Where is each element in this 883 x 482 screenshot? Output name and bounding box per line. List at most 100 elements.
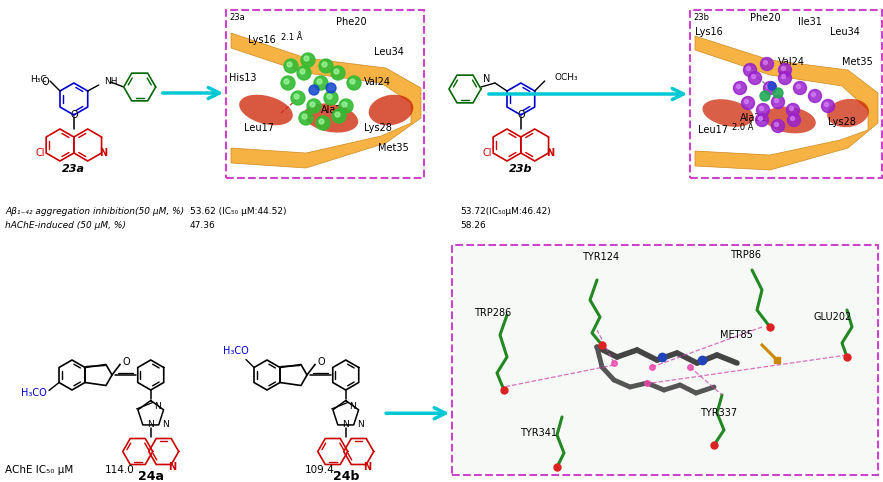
- Circle shape: [821, 99, 834, 112]
- Circle shape: [326, 83, 336, 93]
- Circle shape: [734, 81, 746, 94]
- Circle shape: [736, 84, 741, 89]
- Text: 23b: 23b: [693, 13, 709, 22]
- Circle shape: [794, 81, 806, 94]
- Text: Met35: Met35: [378, 143, 409, 153]
- Circle shape: [299, 111, 313, 125]
- Text: Phe20: Phe20: [750, 13, 781, 23]
- Text: N: N: [154, 402, 161, 411]
- Circle shape: [331, 66, 345, 80]
- Circle shape: [772, 120, 784, 133]
- Text: TRP286: TRP286: [474, 308, 511, 318]
- Ellipse shape: [764, 107, 816, 134]
- Text: N: N: [162, 420, 169, 429]
- Circle shape: [779, 71, 791, 84]
- Circle shape: [759, 107, 764, 110]
- Text: N: N: [100, 148, 108, 158]
- Text: 53.62 (IC₅₀ μM:44.52): 53.62 (IC₅₀ μM:44.52): [190, 207, 286, 216]
- Text: Ala21: Ala21: [321, 105, 349, 115]
- Circle shape: [760, 57, 774, 70]
- Circle shape: [347, 76, 361, 90]
- Text: 109.4: 109.4: [305, 465, 335, 475]
- Text: O: O: [42, 77, 49, 87]
- Circle shape: [746, 67, 751, 70]
- Ellipse shape: [239, 95, 293, 125]
- Circle shape: [789, 107, 794, 110]
- Text: GLU202: GLU202: [814, 312, 852, 322]
- Circle shape: [350, 79, 355, 84]
- Text: Leu34: Leu34: [830, 27, 860, 37]
- Circle shape: [760, 91, 770, 101]
- Text: 24a: 24a: [138, 470, 163, 482]
- Text: 23b: 23b: [509, 164, 532, 174]
- Polygon shape: [695, 36, 878, 170]
- Circle shape: [772, 95, 784, 108]
- Text: OCH₃: OCH₃: [555, 73, 578, 82]
- FancyBboxPatch shape: [226, 10, 424, 178]
- Text: N: N: [342, 420, 349, 429]
- Circle shape: [766, 84, 771, 89]
- Circle shape: [744, 99, 749, 104]
- Circle shape: [757, 104, 769, 117]
- Circle shape: [332, 109, 346, 123]
- Text: Phe20: Phe20: [336, 17, 366, 27]
- Polygon shape: [231, 33, 421, 168]
- Circle shape: [342, 102, 347, 107]
- Ellipse shape: [369, 95, 413, 125]
- Ellipse shape: [304, 104, 358, 133]
- Text: Val24: Val24: [778, 57, 805, 67]
- FancyBboxPatch shape: [690, 10, 882, 178]
- Text: H₃CO: H₃CO: [21, 388, 47, 398]
- Text: TYR337: TYR337: [700, 408, 737, 418]
- Text: N: N: [147, 420, 154, 429]
- Text: NH: NH: [103, 77, 117, 85]
- Circle shape: [281, 76, 295, 90]
- Text: 23a: 23a: [229, 13, 245, 22]
- Circle shape: [284, 79, 289, 84]
- Ellipse shape: [827, 99, 869, 127]
- Circle shape: [291, 91, 305, 105]
- Circle shape: [788, 113, 801, 126]
- Circle shape: [764, 81, 776, 94]
- Circle shape: [774, 98, 779, 103]
- Circle shape: [809, 90, 821, 103]
- Text: Ile31: Ile31: [798, 17, 822, 27]
- Circle shape: [774, 122, 779, 126]
- Circle shape: [294, 94, 299, 99]
- Text: 114.0: 114.0: [105, 465, 135, 475]
- Text: O: O: [70, 110, 78, 120]
- Text: N: N: [168, 463, 177, 472]
- Circle shape: [317, 79, 322, 84]
- Text: MET85: MET85: [720, 330, 753, 340]
- Circle shape: [287, 62, 292, 67]
- Circle shape: [300, 69, 305, 74]
- Text: Aβ₁₋₄₂ aggregation inhibition(50 μM, %): Aβ₁₋₄₂ aggregation inhibition(50 μM, %): [5, 207, 185, 216]
- Circle shape: [302, 114, 307, 119]
- Circle shape: [314, 76, 328, 90]
- Text: Leu34: Leu34: [374, 47, 404, 57]
- Circle shape: [742, 96, 754, 109]
- Circle shape: [768, 82, 776, 90]
- Text: Lys28: Lys28: [828, 117, 856, 127]
- Circle shape: [787, 104, 799, 117]
- Circle shape: [758, 117, 763, 120]
- Text: H₃C: H₃C: [30, 75, 46, 83]
- Circle shape: [301, 53, 315, 67]
- Circle shape: [743, 64, 757, 77]
- Circle shape: [307, 99, 321, 113]
- Circle shape: [764, 61, 767, 65]
- Circle shape: [779, 64, 791, 77]
- Text: Ala21: Ala21: [740, 113, 767, 123]
- Text: Lys28: Lys28: [364, 123, 392, 133]
- Text: TYR124: TYR124: [582, 252, 619, 262]
- Circle shape: [316, 116, 330, 130]
- Text: 23a: 23a: [63, 164, 86, 174]
- Circle shape: [327, 94, 332, 99]
- Circle shape: [319, 119, 324, 124]
- Text: H₃CO: H₃CO: [223, 347, 249, 357]
- Text: Leu17: Leu17: [698, 125, 728, 135]
- Text: Met35: Met35: [842, 57, 872, 67]
- Circle shape: [781, 67, 786, 70]
- Circle shape: [796, 84, 801, 89]
- Circle shape: [339, 99, 353, 113]
